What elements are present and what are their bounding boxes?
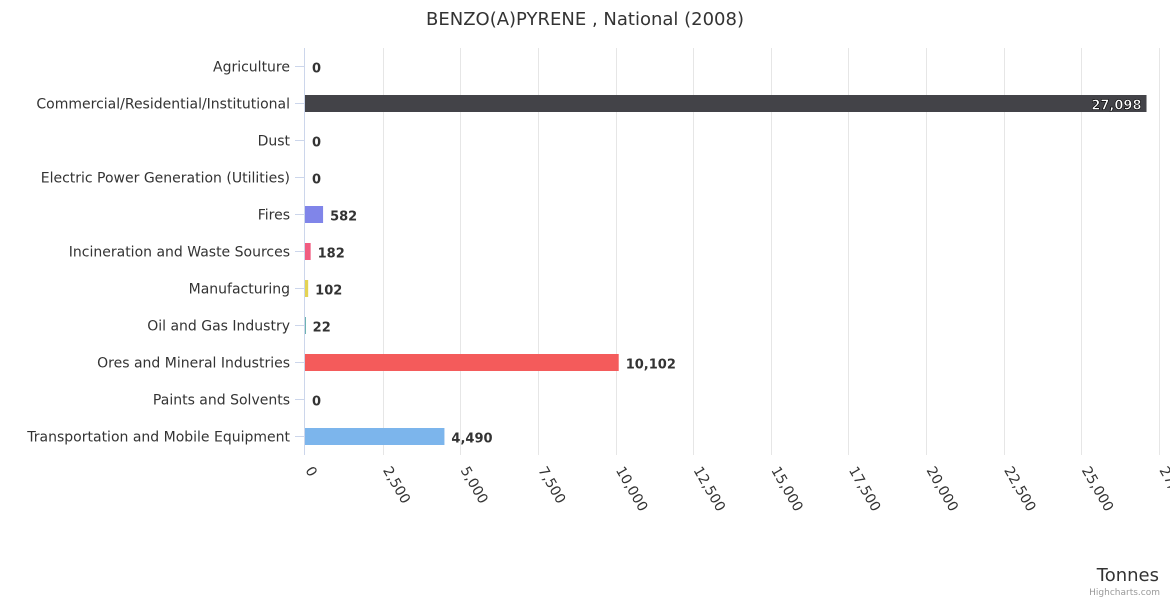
x-tick-label: 17,500 <box>845 464 883 514</box>
category-label: Agriculture <box>213 60 290 76</box>
bar[interactable] <box>305 243 311 260</box>
x-axis-tick-labels: 0 2,500 5,000 7,500 10,000 12,500 15,000 17,500… <box>302 464 1170 514</box>
category-label: Oil and Gas Industry <box>147 319 290 335</box>
data-label: 10,102 <box>626 358 676 373</box>
bar[interactable] <box>305 317 306 334</box>
x-axis-title: Tonnes <box>1096 565 1159 586</box>
bar[interactable] <box>305 206 324 223</box>
category-label: Fires <box>258 208 290 224</box>
data-label: 182 <box>318 247 345 262</box>
bars <box>305 95 1147 445</box>
data-label: 27,098 <box>1091 99 1141 114</box>
category-labels: Agriculture Commercial/Residential/Instit… <box>26 60 290 446</box>
x-tick-label: 0 <box>302 464 320 480</box>
bar[interactable] <box>305 428 445 445</box>
highcharts-credit[interactable]: Highcharts.com <box>1089 588 1160 598</box>
x-tick-label: 25,000 <box>1078 464 1116 514</box>
grid <box>295 48 1160 455</box>
data-label: 102 <box>315 284 342 299</box>
data-label: 0 <box>312 62 321 77</box>
category-label: Incineration and Waste Sources <box>69 245 290 261</box>
x-tick-label: 12,500 <box>690 464 728 514</box>
data-label: 4,490 <box>451 432 492 447</box>
data-label: 0 <box>312 136 321 151</box>
category-label: Transportation and Mobile Equipment <box>26 430 290 446</box>
x-tick-label: 15,000 <box>767 464 805 514</box>
x-tick-label: 2,500 <box>379 464 413 507</box>
x-tick-label: 20,000 <box>923 464 961 514</box>
data-label: 0 <box>312 395 321 410</box>
bar[interactable] <box>305 95 1147 112</box>
x-tick-label: 7,500 <box>534 464 568 507</box>
data-label: 22 <box>313 321 331 336</box>
x-tick-label: 5,000 <box>457 464 491 507</box>
category-label: Manufacturing <box>189 282 290 298</box>
bar[interactable] <box>305 280 309 297</box>
category-label: Dust <box>258 134 291 150</box>
category-label: Ores and Mineral Industries <box>97 356 290 372</box>
category-label: Electric Power Generation (Utilities) <box>41 171 290 187</box>
x-tick-label: 22,500 <box>1000 464 1038 514</box>
chart-title: BENZO(A)PYRENE , National (2008) <box>426 9 744 30</box>
data-labels: 0 27,098 0 0 582 182 102 22 10,102 0 4,490 <box>312 62 1142 447</box>
data-label: 582 <box>330 210 357 225</box>
data-label: 0 <box>312 173 321 188</box>
category-label: Paints and Solvents <box>153 393 290 409</box>
bar[interactable] <box>305 354 619 371</box>
category-label: Commercial/Residential/Institutional <box>36 97 290 113</box>
x-tick-label: 27,500 <box>1156 464 1170 514</box>
x-tick-label: 10,000 <box>612 464 650 514</box>
